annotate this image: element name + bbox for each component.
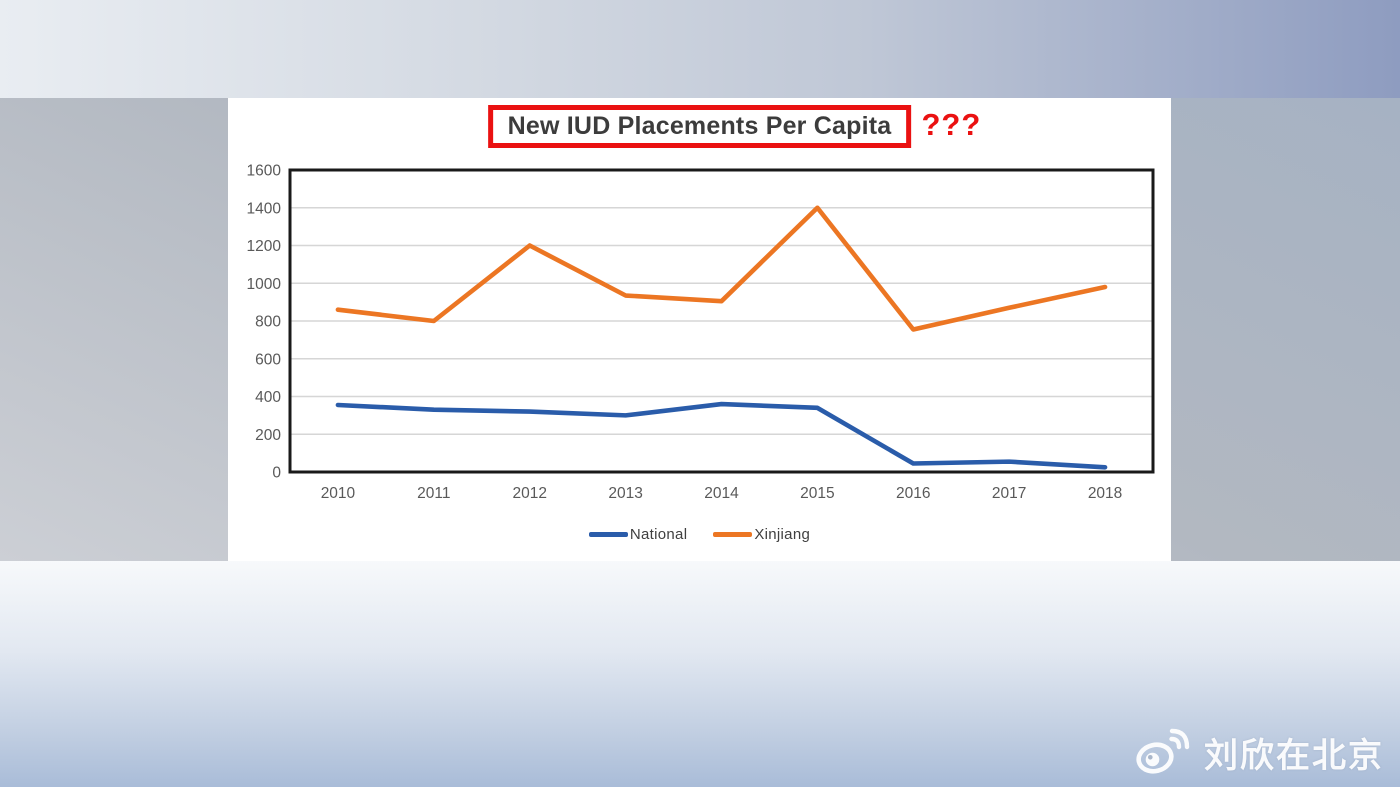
x-axis-tick-label: 2012	[512, 485, 546, 502]
y-axis-tick-label: 1000	[247, 276, 282, 293]
legend-line-swatch-national	[588, 532, 628, 537]
x-axis-tick-label: 2016	[896, 485, 930, 502]
x-axis-tick-label: 2017	[992, 485, 1026, 502]
watermark-text: 刘欣在北京	[1204, 736, 1384, 775]
background-top-band	[0, 0, 1400, 98]
y-axis-tick-label: 200	[255, 427, 281, 444]
x-axis-tick-label: 2014	[704, 485, 739, 502]
plot-area-border	[288, 168, 1155, 474]
series-line-xinjiang	[335, 205, 1108, 332]
chart-title: New IUD Placements Per Capita	[507, 112, 892, 140]
y-axis-tick-label: 600	[255, 351, 281, 368]
watermark: 刘欣在北京	[1133, 724, 1384, 780]
y-axis-tick-label: 0	[272, 465, 281, 482]
series-line-national	[335, 401, 1108, 470]
weibo-icon	[1136, 728, 1190, 774]
legend-label-national: National	[629, 526, 688, 543]
x-axis-tick-label: 2011	[417, 485, 450, 502]
line-chart: 0 200 400 600 800 1000 1200 1400 1600 2010 2011 201…	[247, 163, 1155, 502]
x-axis-tick-label: 2010	[321, 485, 356, 502]
y-axis-tick-label: 800	[255, 314, 281, 331]
legend-item-national: National	[588, 526, 688, 543]
x-axis-tick-label: 2013	[608, 485, 642, 502]
x-axis-tick-label: 2018	[1088, 485, 1122, 502]
x-axis-tick-label: 2015	[800, 485, 834, 502]
chart-legend: National Xinjiang	[228, 526, 1171, 543]
chart-title-highlight-box: New IUD Placements Per Capita	[487, 105, 912, 148]
question-marks-annotation: ???	[921, 107, 982, 142]
y-axis-tick-label: 400	[255, 389, 281, 406]
legend-line-swatch-xinjiang	[713, 532, 753, 537]
legend-label-xinjiang: Xinjiang	[754, 526, 811, 543]
y-axis-tick-label: 1200	[247, 238, 282, 255]
y-axis-tick-label: 1400	[247, 200, 282, 217]
y-axis-tick-label: 1600	[247, 163, 282, 180]
chart-panel: 0 200 400 600 800 1000 1200 1400 1600 2010 2011 201…	[228, 98, 1171, 561]
legend-item-xinjiang: Xinjiang	[713, 526, 810, 543]
